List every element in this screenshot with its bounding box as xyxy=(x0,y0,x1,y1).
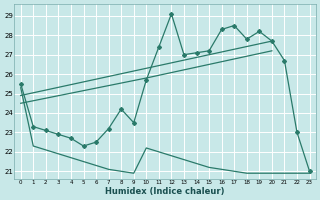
X-axis label: Humidex (Indice chaleur): Humidex (Indice chaleur) xyxy=(105,187,225,196)
